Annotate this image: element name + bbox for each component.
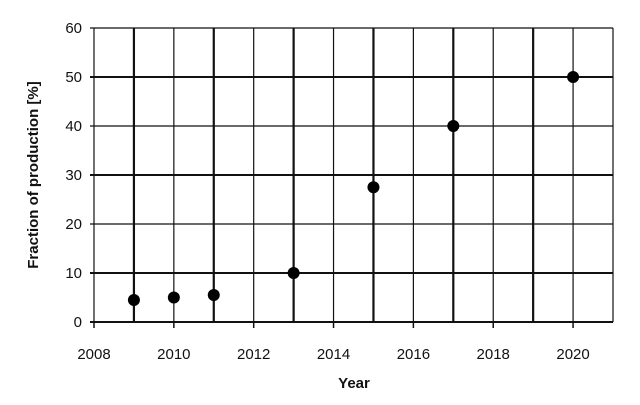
y-tick-label: 50 (65, 69, 82, 86)
data-point (207, 289, 220, 302)
grid (90, 27, 614, 323)
y-tick-label: 10 (65, 265, 82, 282)
x-axis: 2008 2010 2012 2014 2016 2018 2020 (77, 322, 590, 363)
data-point (287, 267, 300, 279)
x-tick-label: 2014 (317, 346, 350, 363)
y-tick-label: 30 (65, 167, 82, 184)
x-tick-label: 2018 (477, 346, 510, 363)
y-tick-label: 0 (74, 314, 82, 331)
data-point (567, 71, 580, 83)
data-point (167, 291, 180, 304)
x-tick-label: 2016 (397, 346, 430, 363)
y-axis: 0 10 20 30 40 50 60 (65, 20, 82, 331)
data-points (127, 71, 580, 306)
x-tick-label: 2010 (157, 346, 190, 363)
y-tick-label: 20 (65, 216, 82, 233)
data-point (447, 120, 460, 132)
y-tick-label: 60 (65, 20, 82, 37)
data-point (367, 181, 380, 194)
data-point (127, 293, 140, 306)
y-tick-label: 40 (65, 118, 82, 135)
x-tick-label: 2020 (556, 346, 589, 363)
x-tick-label: 2008 (77, 346, 110, 363)
x-tick-label: 2012 (237, 346, 270, 363)
y-axis-label: Fraction of production [%] (25, 81, 42, 268)
x-axis-label: Year (338, 375, 370, 392)
